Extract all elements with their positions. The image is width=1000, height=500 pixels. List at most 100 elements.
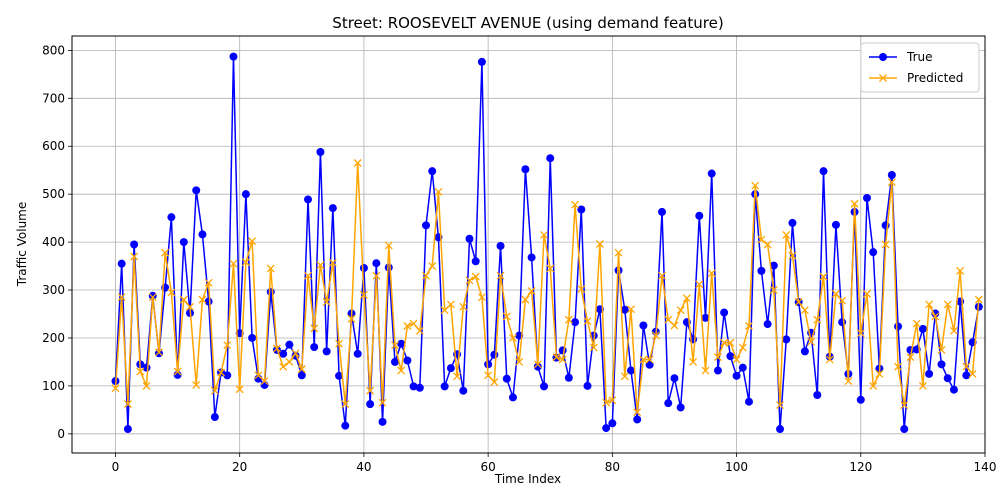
true-data-point bbox=[527, 253, 536, 262]
predicted-data-point bbox=[273, 344, 281, 353]
predicted-data-point bbox=[558, 355, 567, 364]
true-data-point bbox=[403, 356, 412, 365]
predicted-data-point bbox=[589, 343, 598, 352]
true-data-point bbox=[471, 257, 480, 266]
chart-title: Street: ROOSEVELT AVENUE (using demand f… bbox=[332, 14, 723, 32]
x-tick-label: 140 bbox=[974, 460, 997, 474]
true-data-point bbox=[546, 154, 555, 163]
predicted-data-point bbox=[577, 285, 586, 294]
predicted-data-point bbox=[670, 321, 679, 330]
true-data-point bbox=[192, 186, 201, 195]
predicted-data-point bbox=[117, 293, 126, 302]
predicted-data-point bbox=[440, 306, 449, 315]
true-data-point bbox=[154, 349, 163, 358]
predicted-data-point bbox=[161, 248, 170, 257]
true-data-point bbox=[819, 167, 828, 176]
predicted-data-point bbox=[831, 289, 840, 298]
true-data-point bbox=[720, 308, 729, 317]
predicted-data-point bbox=[111, 384, 120, 393]
predicted-data-point bbox=[627, 305, 635, 314]
true-data-point bbox=[508, 393, 517, 402]
x-tick-label: 20 bbox=[232, 460, 247, 474]
predicted-data-point bbox=[676, 306, 685, 315]
true-data-point bbox=[664, 399, 673, 408]
predicted-data-point bbox=[484, 371, 493, 380]
true-data-point bbox=[620, 305, 629, 314]
true-data-point bbox=[490, 350, 499, 359]
predicted-data-point bbox=[894, 362, 903, 371]
predicted-data-point bbox=[720, 338, 729, 347]
legend-predicted-marker bbox=[879, 74, 887, 82]
x-axis-label: Time Index bbox=[494, 472, 561, 486]
predicted-data-point bbox=[279, 362, 288, 371]
predicted-data-point bbox=[856, 329, 865, 338]
predicted-data-point bbox=[148, 293, 157, 302]
predicted-data-point bbox=[179, 295, 188, 304]
true-data-point bbox=[533, 362, 542, 371]
predicted-data-point bbox=[664, 315, 673, 324]
predicted-data-point bbox=[595, 240, 604, 248]
true-data-point bbox=[763, 320, 772, 329]
true-data-point bbox=[726, 352, 735, 361]
predicted-data-point bbox=[502, 312, 511, 321]
x-tick-label: 0 bbox=[112, 460, 120, 474]
true-data-point bbox=[229, 52, 238, 61]
true-data-point bbox=[266, 287, 275, 296]
predicted-data-point bbox=[682, 294, 691, 303]
predicted-data-point bbox=[241, 258, 250, 267]
predicted-data-point bbox=[701, 366, 710, 375]
true-data-point bbox=[204, 297, 213, 306]
true-data-point bbox=[502, 374, 511, 383]
true-data-point bbox=[341, 421, 350, 430]
true-data-point bbox=[335, 371, 344, 380]
predicted-data-point bbox=[713, 353, 722, 362]
predicted-data-point bbox=[738, 343, 747, 352]
predicted-data-point bbox=[838, 296, 847, 305]
predicted-data-point bbox=[471, 272, 480, 281]
predicted-data-point bbox=[322, 298, 331, 306]
true-data-point bbox=[285, 340, 294, 349]
predicted-data-point bbox=[763, 240, 772, 249]
true-data-point bbox=[676, 403, 685, 412]
true-data-point bbox=[831, 220, 840, 229]
true-data-point bbox=[626, 366, 635, 375]
predicted-data-point bbox=[372, 271, 381, 280]
true-data-point bbox=[198, 230, 207, 239]
true-data-point bbox=[366, 400, 375, 409]
y-axis-label: Traffic Volume bbox=[15, 202, 29, 288]
true-data-point bbox=[440, 382, 449, 391]
predicted-data-point bbox=[788, 251, 797, 260]
predicted-data-point bbox=[813, 315, 822, 324]
predicted-data-point bbox=[943, 300, 952, 309]
true-data-point bbox=[918, 324, 927, 333]
true-data-point bbox=[869, 248, 878, 257]
true-data-point bbox=[409, 382, 418, 391]
predicted-data-point bbox=[204, 278, 213, 287]
predicted-data-point bbox=[583, 317, 592, 326]
x-axis-ticks: 0 20 40 60 80 100 120 140 bbox=[112, 453, 997, 474]
predicted-data-point bbox=[819, 272, 828, 281]
true-data-point bbox=[813, 391, 822, 399]
predicted-data-point bbox=[695, 280, 704, 289]
true-data-point bbox=[856, 395, 865, 404]
true-data-point bbox=[372, 259, 381, 268]
true-data-point bbox=[776, 425, 785, 434]
true-data-point bbox=[540, 382, 549, 391]
predicted-data-point bbox=[602, 398, 611, 407]
x-tick-label: 40 bbox=[356, 460, 371, 474]
predicted-data-point bbox=[490, 378, 499, 387]
predicted-data-point bbox=[217, 368, 226, 377]
predicted-data-point bbox=[353, 159, 362, 167]
predicted-data-point bbox=[130, 252, 139, 261]
predicted-data-point bbox=[844, 377, 853, 386]
predicted-data-point bbox=[477, 293, 486, 302]
predicted-data-point bbox=[651, 331, 660, 340]
plot-frame bbox=[71, 35, 986, 454]
predicted-data-point bbox=[850, 199, 859, 208]
predicted-data-point bbox=[887, 178, 896, 187]
predicted-data-point bbox=[254, 371, 263, 380]
predicted-data-point bbox=[745, 322, 753, 330]
predicted-data-point bbox=[937, 345, 946, 354]
true-data-point bbox=[521, 165, 530, 174]
predicted-data-point bbox=[229, 259, 238, 268]
